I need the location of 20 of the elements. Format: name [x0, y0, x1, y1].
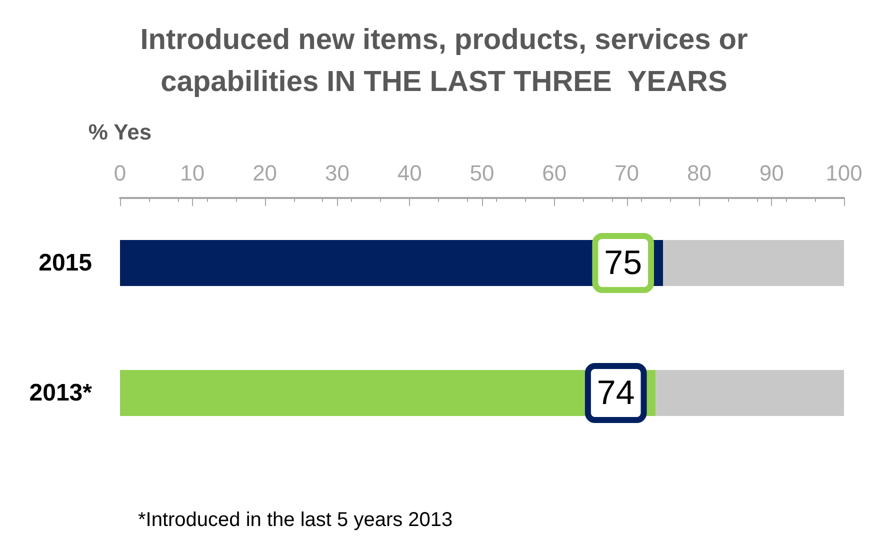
x-tick-label: 20	[252, 160, 278, 186]
y-tick-label: 2013*	[29, 380, 93, 406]
bar	[656, 370, 844, 416]
y-tick-label: 2015	[38, 250, 92, 276]
x-tick-label: 30	[324, 160, 350, 186]
x-tick-label: 80	[686, 160, 712, 186]
x-tick-label: 100	[826, 160, 862, 186]
chart-title: Introduced new items, products, services or capabilities IN THE LAST THREE YEARS	[140, 24, 748, 98]
bar	[663, 240, 844, 286]
x-axis-title: % Yes	[88, 120, 152, 144]
x-tick-label: 50	[470, 160, 494, 186]
text: *Introduced in the last 5 years 2013	[138, 509, 453, 531]
x-tick-label: 70	[614, 160, 640, 186]
x-tick-label: 10	[180, 160, 205, 186]
x-tick-label: 0	[114, 160, 126, 186]
data-label: 74	[596, 374, 635, 412]
data-label: 75	[604, 244, 642, 282]
x-tick-label: 90	[759, 160, 784, 186]
x-tick-label: 60	[542, 160, 567, 186]
x-tick-label: 40	[397, 160, 422, 186]
